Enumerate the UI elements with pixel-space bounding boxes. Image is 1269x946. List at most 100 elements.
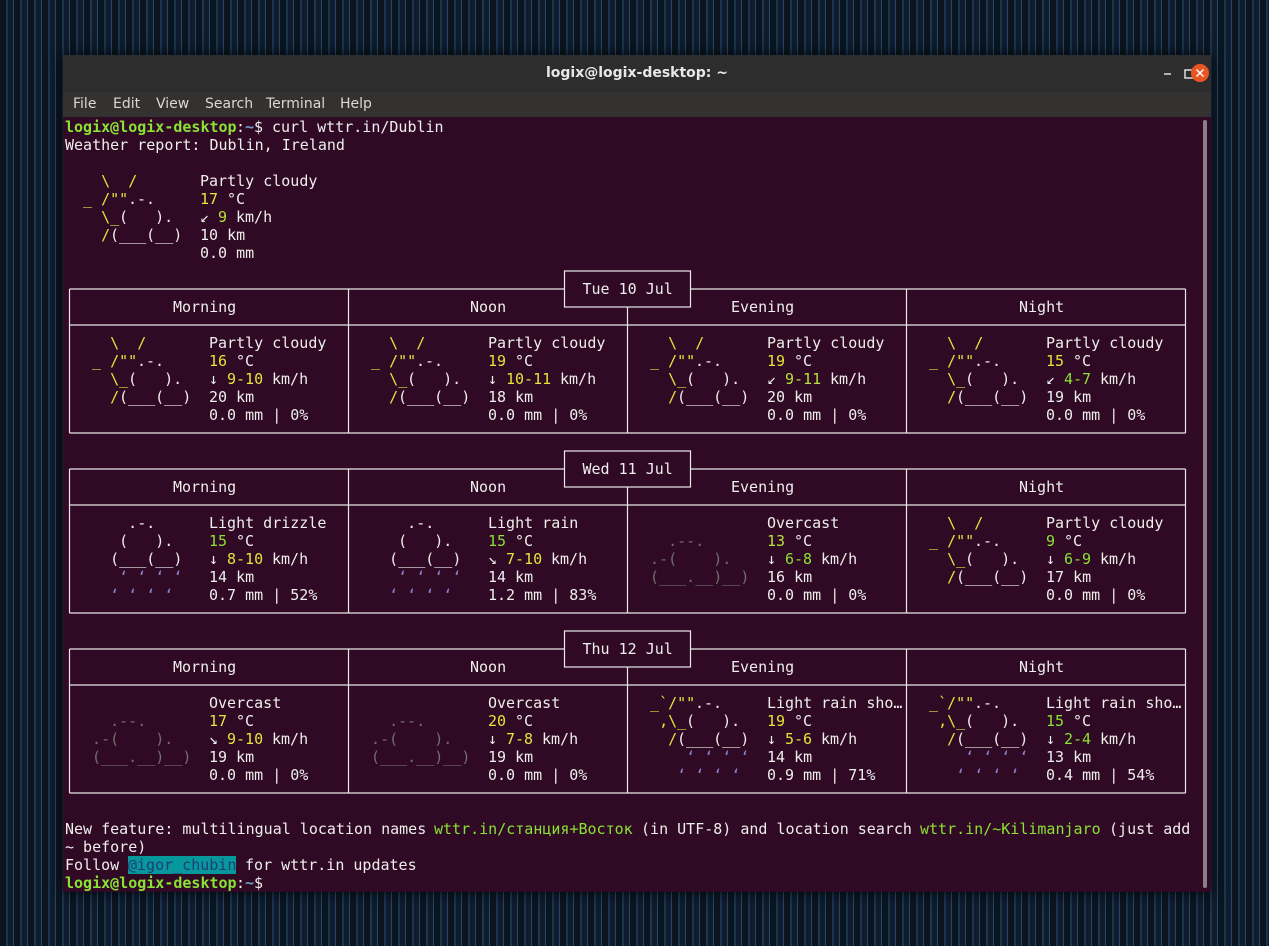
menu-item[interactable]: Help xyxy=(340,96,372,112)
menu-item[interactable]: Edit xyxy=(113,96,141,112)
temperature: 19 xyxy=(767,712,786,730)
ascii-art: _`/"" xyxy=(911,694,975,712)
menu-item[interactable]: Terminal xyxy=(266,96,326,112)
wind-speed: 7-10 xyxy=(506,550,543,568)
wind-direction: ↘ xyxy=(209,730,219,748)
ascii-art: .-. xyxy=(128,190,156,208)
period-name: Morning xyxy=(173,658,237,676)
wind-direction: ↓ xyxy=(488,730,498,748)
ascii-art: \ / xyxy=(65,172,138,190)
wind-direction: ↓ xyxy=(1046,550,1056,568)
ascii-art: .-( ). xyxy=(74,730,174,748)
period-name: Noon xyxy=(470,478,507,496)
temperature-unit: °C xyxy=(515,532,534,550)
ascii-art: / xyxy=(74,388,120,406)
ascii-art: / xyxy=(65,226,111,244)
temperature-unit: °C xyxy=(236,352,255,370)
ascii-art: \_ xyxy=(911,550,966,568)
date-box xyxy=(563,450,692,488)
temperature-unit: °C xyxy=(794,712,813,730)
prompt-separator: : xyxy=(236,118,246,136)
temperature: 20 xyxy=(488,712,507,730)
ascii-art: \_ xyxy=(65,208,120,226)
scrollbar[interactable] xyxy=(1203,120,1207,888)
wind-speed: 8-10 xyxy=(227,550,264,568)
ascii-art: / xyxy=(911,730,957,748)
condition: Overcast xyxy=(488,694,561,712)
ascii-art: ( ). xyxy=(407,370,462,388)
prompt-path: ~ xyxy=(245,874,255,892)
wind-speed: 2-4 xyxy=(1064,730,1092,748)
window-controls[interactable] xyxy=(1153,63,1211,85)
footer-text: Follow xyxy=(65,856,129,874)
twitter-handle: @igor_chubin xyxy=(128,856,237,874)
wind-speed: 4-7 xyxy=(1064,370,1092,388)
ascii-art: .-. xyxy=(74,514,156,532)
ascii-art: \_ xyxy=(632,370,687,388)
wind-unit: km/h xyxy=(560,370,597,388)
wind-unit: km/h xyxy=(1100,550,1137,568)
menu-item[interactable]: File xyxy=(73,96,97,112)
ascii-art: ‘ ‘ ‘ ‘ xyxy=(911,766,1020,784)
footer-text: New feature: multilingual location names xyxy=(65,820,436,838)
wind-direction: ↓ xyxy=(209,370,219,388)
ascii-art: .--. xyxy=(632,532,705,550)
visibility: 14 km xyxy=(767,748,813,766)
precipitation: 0.0 mm | 0% xyxy=(1046,586,1146,604)
ascii-art: \ / xyxy=(911,514,984,532)
wind-unit: km/h xyxy=(551,550,588,568)
wind-speed: 9 xyxy=(218,208,228,226)
ascii-art: .-. xyxy=(353,514,435,532)
wind-unit: km/h xyxy=(1100,730,1137,748)
footer-text: for wttr.in updates xyxy=(236,856,417,874)
wind-unit: km/h xyxy=(542,730,579,748)
ascii-art: .-. xyxy=(137,352,165,370)
wind-direction: ↙ xyxy=(200,208,210,226)
wind-direction: ↓ xyxy=(488,370,498,388)
temperature: 15 xyxy=(1046,712,1065,730)
visibility: 18 km xyxy=(488,388,534,406)
menu-item[interactable]: View xyxy=(156,96,190,112)
ascii-art: ( ). xyxy=(74,532,174,550)
temperature-unit: °C xyxy=(1064,532,1083,550)
wind-unit: km/h xyxy=(272,370,309,388)
wind-direction: ↓ xyxy=(767,730,777,748)
ascii-art: \ / xyxy=(911,334,984,352)
ascii-art: ( ). xyxy=(353,532,453,550)
precipitation: 0.0 mm | 0% xyxy=(767,406,867,424)
title-bar: logix@logix-desktop: ~ xyxy=(63,55,1211,92)
wind-unit: km/h xyxy=(821,550,858,568)
ascii-art: _ /"" xyxy=(632,352,696,370)
ascii-art: _ /"" xyxy=(911,352,975,370)
condition: Light drizzle xyxy=(209,514,327,532)
report-title: Weather report: Dublin, Ireland xyxy=(65,136,345,154)
wind-speed: 9-10 xyxy=(227,370,264,388)
wind-speed: 5-6 xyxy=(785,730,813,748)
temperature: 19 xyxy=(767,352,786,370)
prompt-symbol: $ xyxy=(254,874,264,892)
menu-item[interactable]: Search xyxy=(205,96,254,112)
precipitation: 0.0 mm | 0% xyxy=(767,586,867,604)
precipitation: 1.2 mm | 83% xyxy=(488,586,597,604)
visibility: 19 km xyxy=(209,748,255,766)
condition: Partly cloudy xyxy=(488,334,606,352)
precipitation: 0.0 mm | 0% xyxy=(209,406,309,424)
ascii-art: \ / xyxy=(632,334,705,352)
day-date: Tue 10 Jul xyxy=(582,280,673,298)
temperature-unit: °C xyxy=(515,352,534,370)
wind-unit: km/h xyxy=(236,208,273,226)
prompt-separator: : xyxy=(236,874,246,892)
ascii-art: ( ). xyxy=(965,712,1020,730)
ascii-art: _`/"" xyxy=(632,694,696,712)
footer-text: (just add xyxy=(1100,820,1191,838)
ascii-art: (___(__) xyxy=(956,730,1029,748)
period-name: Evening xyxy=(731,478,795,496)
precipitation: 0.0 mm | 0% xyxy=(209,766,309,784)
precipitation: 0.0 mm | 0% xyxy=(488,766,588,784)
ascii-art: (___.__)__) xyxy=(353,748,471,766)
wind-direction: ↘ xyxy=(488,550,498,568)
precipitation: 0.0 mm | 0% xyxy=(488,406,588,424)
period-name: Night xyxy=(1019,478,1065,496)
ascii-art: ‘ ‘ ‘ ‘ xyxy=(74,568,183,586)
temperature: 15 xyxy=(1046,352,1065,370)
